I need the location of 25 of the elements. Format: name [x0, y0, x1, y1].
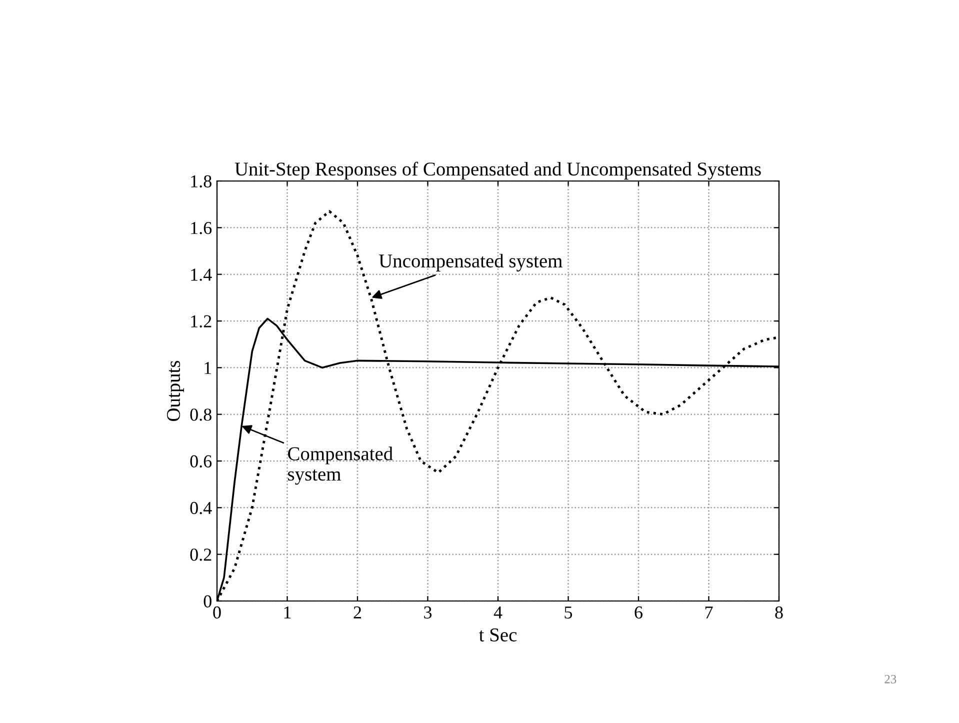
y-tick-label: 1.8 — [191, 175, 212, 188]
y-tick-label: 1.4 — [191, 268, 212, 281]
y-tick-label: 0.2 — [190, 548, 212, 561]
x-tick-label: 6 — [634, 606, 642, 619]
x-tick-label: 5 — [564, 606, 572, 619]
x-tick-label: 8 — [775, 606, 783, 619]
text: 23 — [884, 674, 896, 684]
y-tick-label: 1.6 — [191, 222, 212, 234]
x-tick-label: 4 — [494, 606, 502, 618]
y-axis-title: Outputs — [166, 360, 184, 421]
chart-title: Unit-Step Responses of Compensated and Uncompensated Systems — [234, 162, 761, 180]
y-tick-label: 0 — [204, 595, 212, 608]
x-tick-label: 2 — [354, 606, 362, 618]
y-tick-label: 1.2 — [191, 315, 212, 328]
annotation: Uncompensated system — [378, 254, 562, 272]
x-tick-label: 3 — [424, 606, 432, 619]
x-tick-label: 1 — [284, 606, 291, 618]
y-tick-label: 0.8 — [190, 408, 212, 421]
annotation: Compensated system — [288, 446, 393, 485]
x-tick-label: 7 — [705, 606, 713, 618]
y-tick-label: 0.4 — [190, 502, 212, 514]
x-axis-title: t Sec — [479, 628, 517, 642]
y-tick-label: 0.6 — [190, 455, 212, 468]
x-tick-label: 0 — [213, 606, 221, 619]
y-tick-label: 1 — [204, 362, 212, 374]
